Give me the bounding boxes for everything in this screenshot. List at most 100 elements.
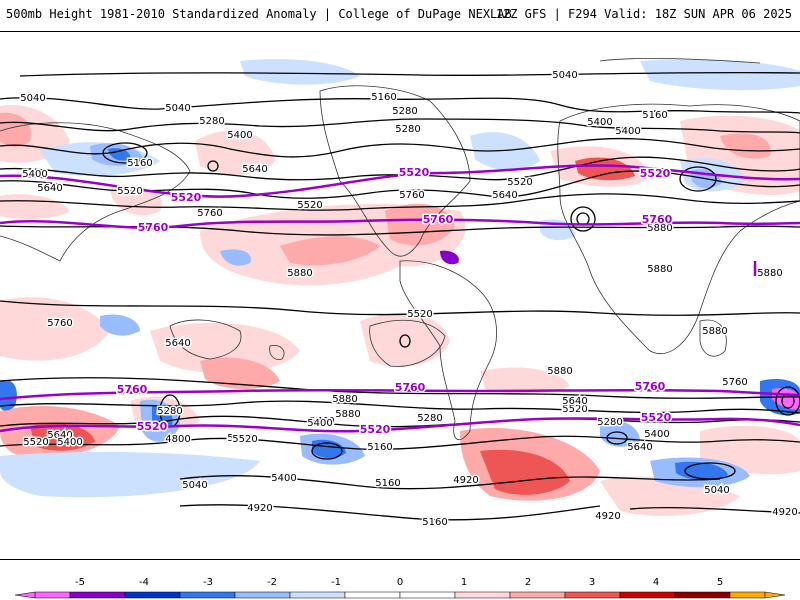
colorbar-tick-label: 1 bbox=[461, 577, 467, 588]
colorbar-bin bbox=[179, 591, 236, 599]
colorbar-extend-right bbox=[764, 591, 786, 599]
contour-label: 5520 bbox=[507, 177, 532, 188]
contour-label: 5880 bbox=[647, 223, 672, 234]
colorbar-bin bbox=[674, 591, 731, 599]
map-title: 500mb Height 1981-2010 Standardized Anom… bbox=[6, 7, 512, 21]
coastlines bbox=[0, 57, 800, 441]
contour-label: 5880 bbox=[757, 268, 782, 279]
highlight-contour-label: 5520 bbox=[137, 420, 168, 433]
contour-label: 5280 bbox=[417, 413, 442, 424]
contour-label: 5400 bbox=[22, 169, 47, 180]
contour-label: 4920 bbox=[772, 507, 797, 518]
contour-label: 5880 bbox=[335, 409, 360, 420]
colorbar-tick-label: -1 bbox=[331, 577, 341, 588]
contour-label: 5040 bbox=[704, 485, 729, 496]
contour-label: 5640 bbox=[37, 183, 62, 194]
contour-label: 5280 bbox=[157, 406, 182, 417]
contour-label: 5760 bbox=[197, 208, 222, 219]
contour-label: 5760 bbox=[722, 377, 747, 388]
contour-label: 5880 bbox=[547, 366, 572, 377]
model-run-info: 12Z GFS | F294 Valid: 18Z SUN APR 06 202… bbox=[495, 7, 792, 21]
contour-label: 5640 bbox=[47, 430, 72, 441]
contour-label: 5160 bbox=[367, 442, 392, 453]
colorbar-bin bbox=[234, 591, 291, 599]
colorbar-bin bbox=[454, 591, 511, 599]
contour-label: 5040 bbox=[182, 480, 207, 491]
colorbar-extend-left bbox=[14, 591, 36, 599]
contour-label: 5160 bbox=[371, 92, 396, 103]
contour-label: 5640 bbox=[242, 164, 267, 175]
contour-label: 5760 bbox=[47, 318, 72, 329]
highlight-contour-label: 5760 bbox=[635, 380, 666, 393]
colorbar-tick-label: 5 bbox=[717, 577, 723, 588]
highlight-contour-label: 5520 bbox=[640, 167, 671, 180]
contour-label: 4920 bbox=[247, 503, 272, 514]
contour-label: 5880 bbox=[647, 264, 672, 275]
contour-label: 5400 bbox=[307, 418, 332, 429]
colorbar-tick-label: 2 bbox=[525, 577, 531, 588]
colorbar-tick-label: -4 bbox=[139, 577, 149, 588]
contour-label: 5640 bbox=[562, 396, 587, 407]
highlight-contour-label: 5760 bbox=[138, 221, 169, 234]
highlight-labels: 5520 5520 5520 5760 5760 5760 5760 5760 5760 5520… bbox=[115, 165, 674, 438]
contour-label: 5160 bbox=[422, 517, 447, 528]
highlight-contour-label: 5760 bbox=[642, 213, 673, 226]
contour-label: 5280 bbox=[392, 106, 417, 117]
contour-label: 5880 bbox=[332, 394, 357, 405]
colorbar-legend: -5 -4 -3 -2 -1 0 1 2 3 4 5 bbox=[0, 570, 800, 600]
contour-label: 5400 bbox=[271, 473, 296, 484]
contour-label: 5280 bbox=[395, 124, 420, 135]
contour-label: 5520 bbox=[407, 309, 432, 320]
highlight-contour-label: 5760 bbox=[395, 381, 426, 394]
colorbar-bin bbox=[399, 591, 456, 599]
contour-label: 5040 bbox=[20, 93, 45, 104]
contour-label: 5400 bbox=[57, 437, 82, 448]
contour-label: 5400 bbox=[227, 130, 252, 141]
contour-label: 5040 bbox=[165, 103, 190, 114]
colorbar-tick-label: 4 bbox=[653, 577, 659, 588]
contour-label: 5880 bbox=[702, 326, 727, 337]
colorbar: -5 -4 -3 -2 -1 0 1 2 3 4 5 bbox=[14, 577, 786, 599]
contour-label: 4800 bbox=[165, 434, 190, 445]
highlight-contour-label: 5520 bbox=[171, 191, 202, 204]
highlight-contours bbox=[0, 164, 800, 433]
colorbar-tick-label: 0 bbox=[397, 577, 403, 588]
contour-label: 4920 bbox=[453, 475, 478, 486]
colorbar-bin bbox=[509, 591, 566, 599]
map-panel: 5040 5040 5040 5160 5160 5280 5280 5400 5400 5160… bbox=[0, 31, 800, 560]
colorbar-bin bbox=[124, 591, 181, 599]
colorbar-bin bbox=[69, 591, 126, 599]
contour-label: 5400 bbox=[587, 117, 612, 128]
colorbar-tick-label: -3 bbox=[203, 577, 213, 588]
contour-label: 5520 bbox=[117, 186, 142, 197]
contour-label: 5160 bbox=[127, 158, 152, 169]
contour-label: 4920 bbox=[595, 511, 620, 522]
contour-label: 5160 bbox=[642, 110, 667, 121]
colorbar-bin bbox=[619, 591, 676, 599]
contour-label: 5280 bbox=[597, 417, 622, 428]
contour-label: 5040 bbox=[552, 70, 577, 81]
colorbar-bin bbox=[34, 591, 71, 599]
highlight-contour-label: 5520 bbox=[399, 166, 430, 179]
contour-label: 5400 bbox=[644, 429, 669, 440]
contour-label: 5520 bbox=[23, 437, 48, 448]
highlight-contour-label: 5520 bbox=[641, 411, 672, 424]
contour-label: 5520 bbox=[232, 434, 257, 445]
highlight-contour-label: 5760 bbox=[117, 383, 148, 396]
contour-labels: 5040504050405160516052805280540054005160… bbox=[19, 69, 799, 530]
contour-label: 5640 bbox=[165, 338, 190, 349]
contour-label: 5640 bbox=[492, 190, 517, 201]
contour-label: 5880 bbox=[287, 268, 312, 279]
header: 500mb Height 1981-2010 Standardized Anom… bbox=[0, 0, 800, 30]
contour-label: 5640 bbox=[627, 442, 652, 453]
contour-label: 5400 bbox=[615, 126, 640, 137]
colorbar-bin bbox=[289, 591, 346, 599]
colorbar-tick-label: -5 bbox=[75, 577, 85, 588]
colorbar-tick-label: 3 bbox=[589, 577, 595, 588]
contour-label: 5160 bbox=[375, 478, 400, 489]
colorbar-bin bbox=[564, 591, 621, 599]
anomaly-map: 5040504050405160516052805280540054005160… bbox=[0, 32, 800, 559]
contour-label: 5760 bbox=[309, 416, 334, 427]
colorbar-bin bbox=[344, 591, 401, 599]
colorbar-tick-label: -2 bbox=[267, 577, 277, 588]
